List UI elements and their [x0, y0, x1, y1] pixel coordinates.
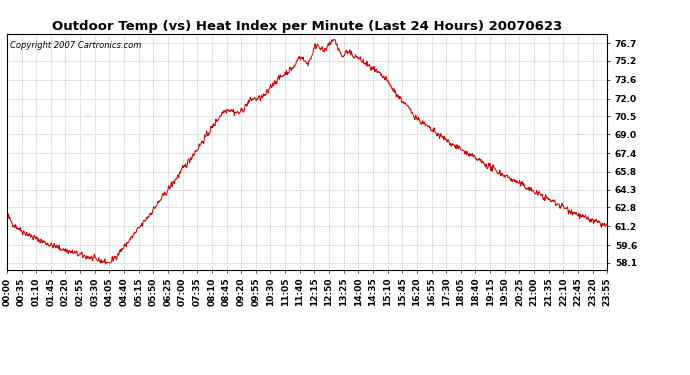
Title: Outdoor Temp (vs) Heat Index per Minute (Last 24 Hours) 20070623: Outdoor Temp (vs) Heat Index per Minute …: [52, 20, 562, 33]
Text: Copyright 2007 Cartronics.com: Copyright 2007 Cartronics.com: [10, 41, 141, 50]
